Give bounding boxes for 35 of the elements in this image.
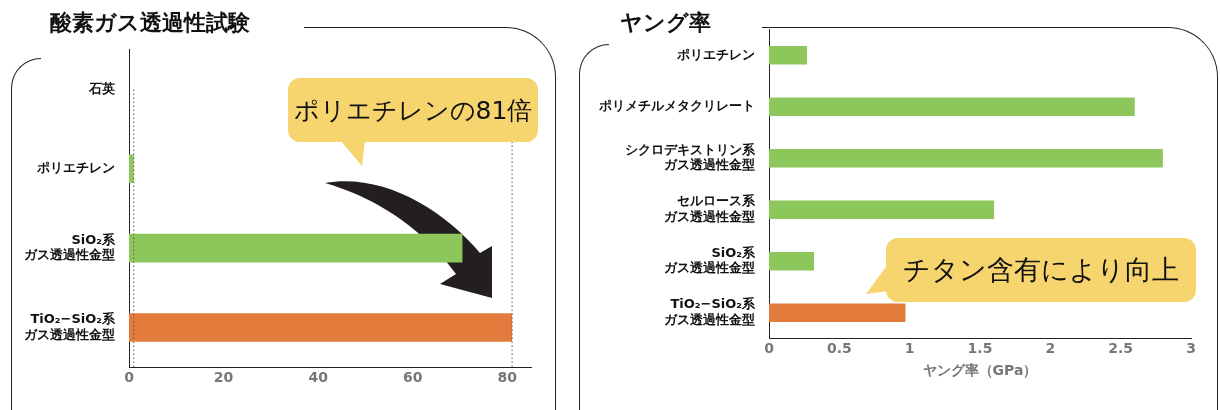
bar (769, 251, 815, 271)
y-tick-label: TiO₂−SiO₂系ガス透過性金型 (24, 311, 116, 342)
chart-title: 酸素ガス透過性試験 (50, 9, 250, 37)
annotation: ポリエチレンの81倍 (288, 78, 538, 142)
x-tick-label: 0 (124, 369, 135, 386)
bar (129, 233, 463, 263)
x-tick-label: 80 (497, 369, 518, 386)
bar (129, 313, 513, 342)
bar (769, 149, 1163, 168)
x-tick-label: 60 (403, 369, 423, 386)
y-tick-label: ポリメチルメタクリレート (598, 98, 755, 114)
chart-title: ヤング率 (620, 9, 711, 37)
y-tick-label: SiO₂系ガス透過性金型 (24, 231, 116, 263)
bar (769, 200, 995, 219)
x-tick-label: 2.5 (1108, 340, 1134, 357)
y-tick-label: ポリエチレン (676, 46, 755, 62)
x-tick-label: 1 (904, 340, 915, 357)
x-tick-label: 1.5 (967, 340, 993, 357)
x-tick-label: 2 (1045, 340, 1056, 357)
bar (129, 154, 134, 183)
x-tick-label: 0 (764, 340, 775, 357)
bar (769, 97, 1135, 117)
x-tick-label: 40 (308, 369, 329, 386)
y-tick-label: ポリエチレン (36, 160, 115, 176)
y-tick-label: SiO₂系ガス透過性金型 (664, 244, 756, 276)
y-tick-label: TiO₂−SiO₂系ガス透過性金型 (664, 296, 756, 327)
y-tick-label: セルロース系ガス透過性金型 (664, 193, 756, 224)
x-tick-label: 3 (1186, 340, 1196, 357)
x-tick-label: 20 (213, 369, 234, 386)
y-tick-label: シクロデキストリン系ガス透過性金型 (625, 141, 756, 173)
x-tick-label: 0.5 (826, 340, 852, 357)
bar (769, 303, 906, 322)
y-tick-label: 石英 (88, 80, 115, 96)
bar (769, 46, 807, 65)
x-axis-title: ヤング率（GPa） (922, 362, 1038, 379)
